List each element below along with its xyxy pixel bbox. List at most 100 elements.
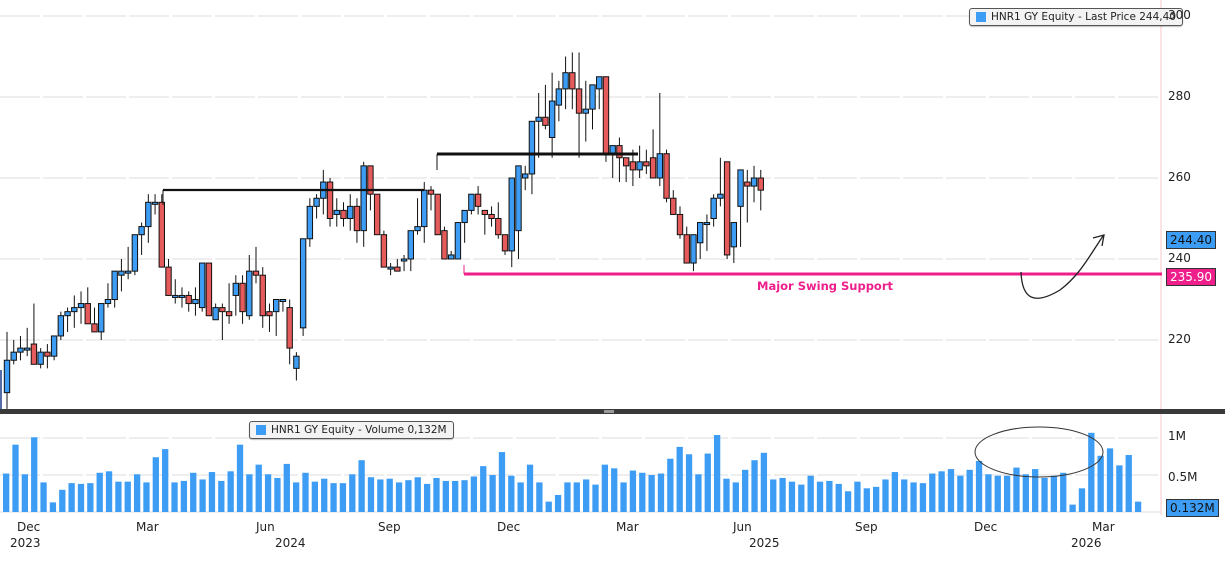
- volume-bar: [938, 471, 945, 512]
- volume-bar: [545, 501, 552, 512]
- candle-up: [37, 351, 44, 365]
- volume-bar: [844, 491, 852, 512]
- candle-up: [360, 165, 367, 232]
- candle-down: [683, 234, 690, 264]
- support-annotation-label: Major Swing Support: [757, 279, 893, 293]
- volume-bar: [77, 483, 85, 512]
- volume-bar: [293, 482, 300, 512]
- volume-highlight-ellipse: [974, 426, 1104, 478]
- volume-bar: [152, 457, 159, 512]
- candle-down: [575, 88, 583, 114]
- volume-bar: [592, 484, 599, 512]
- volume-bar: [162, 449, 169, 512]
- volume-bar: [452, 480, 459, 512]
- volume-bar: [910, 482, 917, 512]
- candle-down: [569, 72, 576, 90]
- candle-up: [306, 205, 314, 240]
- candle-up: [515, 165, 522, 232]
- candle-up: [293, 355, 300, 369]
- candle-up: [3, 359, 11, 394]
- candle-down: [757, 177, 764, 191]
- candle-down: [326, 181, 334, 220]
- volume-bar: [508, 475, 515, 512]
- volume-bar: [863, 488, 870, 512]
- candle-down: [474, 193, 482, 207]
- candle-up: [596, 76, 603, 90]
- volume-bar: [489, 475, 496, 512]
- candle-up: [23, 347, 31, 351]
- candle-up: [111, 270, 118, 300]
- volume-bar: [208, 472, 216, 512]
- candle-down: [239, 282, 246, 313]
- last-price-tag: 244.40: [1166, 231, 1216, 249]
- volume-bar: [1116, 465, 1123, 512]
- price-legend[interactable]: HNR1 GY Equity - Last Price 244,40: [969, 8, 1183, 26]
- volume-bar: [667, 458, 674, 512]
- candle-up: [400, 258, 408, 262]
- volume-bar: [199, 479, 206, 512]
- candle-up: [273, 299, 280, 313]
- volume-bar: [1050, 475, 1058, 512]
- volume-bar: [873, 486, 880, 512]
- volume-bar: [1013, 467, 1020, 512]
- volume-bar: [105, 471, 113, 512]
- price-legend-swatch: [976, 12, 986, 22]
- volume-bar: [321, 478, 328, 512]
- candle-down: [495, 218, 502, 236]
- candle-up: [508, 177, 515, 252]
- volume-bar: [536, 482, 543, 512]
- candle-up: [212, 307, 219, 321]
- volume-bar: [1060, 472, 1067, 512]
- volume-bar: [133, 474, 141, 512]
- candle-down: [266, 311, 273, 317]
- x-label-dec-2023: Dec: [17, 520, 41, 534]
- candle-up: [548, 100, 556, 139]
- bounce-arrow: [1020, 235, 1104, 299]
- candle-down: [353, 205, 361, 232]
- volume-bar: [901, 479, 908, 512]
- volume-bar: [311, 481, 319, 512]
- volume-bar: [657, 473, 665, 512]
- candle-down: [488, 213, 495, 219]
- volume-bar: [255, 464, 262, 512]
- volume-legend[interactable]: HNR1 GY Equity - Volume 0,132M: [249, 421, 454, 439]
- volume-bar: [882, 479, 889, 512]
- volume-bar: [929, 473, 936, 512]
- candle-down: [542, 116, 549, 126]
- volume-bar: [564, 482, 571, 512]
- candle-down: [158, 201, 165, 268]
- candle-up: [77, 303, 85, 309]
- candle-up: [279, 299, 287, 302]
- x-label-sep-2025: Sep: [855, 520, 878, 534]
- volume-bar: [87, 483, 94, 512]
- candle-up: [730, 222, 738, 248]
- volume-bar: [218, 480, 225, 512]
- volume-bar: [358, 460, 365, 512]
- candle-up: [703, 222, 711, 226]
- candle-up: [589, 84, 596, 110]
- volume-bar: [835, 483, 842, 512]
- candle-up: [717, 193, 724, 199]
- volume-bar: [1134, 501, 1142, 512]
- volume-bar: [629, 470, 637, 512]
- volume-bar: [919, 483, 927, 512]
- candle-up: [71, 307, 78, 313]
- candle-down: [259, 274, 266, 317]
- candle-down: [663, 153, 670, 199]
- candle-down: [602, 76, 610, 155]
- volume-bar: [330, 483, 337, 512]
- volume-tick-0-5m: 0.5M: [1168, 470, 1198, 484]
- volume-bar: [386, 478, 393, 512]
- candle-up: [696, 222, 704, 244]
- volume-bar: [40, 482, 47, 512]
- candle-down: [30, 343, 38, 365]
- x-label-jun-2024: Jun: [256, 520, 275, 534]
- volume-bar: [414, 477, 421, 512]
- candle-up: [347, 205, 354, 220]
- x-label-jun-2025: Jun: [733, 520, 752, 534]
- volume-bar: [966, 469, 973, 512]
- price-tick-260: 260: [1168, 170, 1191, 184]
- volume-bar: [816, 481, 824, 512]
- x-label-year-2025: 2025: [749, 536, 780, 550]
